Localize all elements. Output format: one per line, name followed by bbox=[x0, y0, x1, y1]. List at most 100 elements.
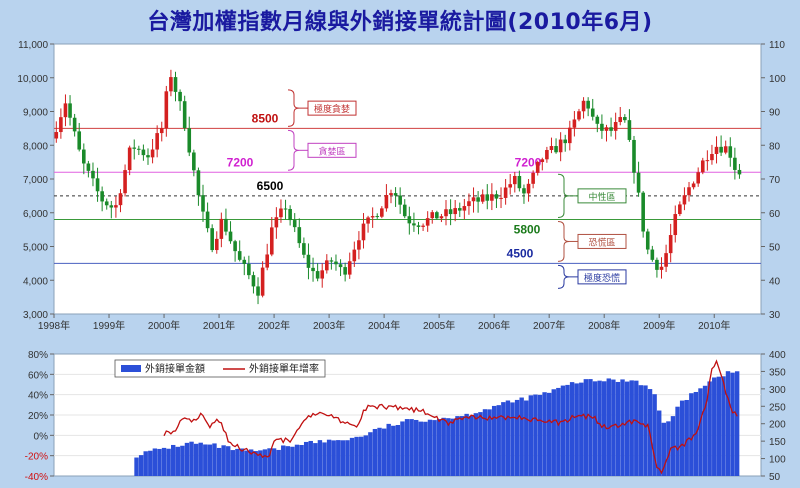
export-bar bbox=[464, 413, 469, 476]
left-axis-tick-label: -40% bbox=[25, 472, 48, 483]
legend-label: 外銷接單年增率 bbox=[249, 362, 319, 375]
export-bar bbox=[551, 389, 556, 476]
export-bar bbox=[597, 380, 602, 476]
x-axis-tick-label: 2003年 bbox=[313, 319, 345, 332]
export-bar bbox=[258, 450, 263, 476]
candle-up bbox=[668, 235, 673, 254]
candle-up bbox=[150, 149, 155, 158]
left-axis-tick-label: 9,000 bbox=[23, 108, 48, 119]
export-bar bbox=[624, 381, 630, 476]
candle-down bbox=[448, 209, 453, 215]
candle-up bbox=[572, 119, 577, 128]
candle-up bbox=[659, 266, 664, 270]
candle-down bbox=[737, 169, 742, 175]
export-bar bbox=[285, 446, 291, 476]
left-axis-tick-label: 20% bbox=[28, 411, 48, 422]
export-bar bbox=[478, 412, 483, 476]
export-bar bbox=[606, 378, 611, 476]
candle-up bbox=[361, 223, 366, 241]
right-axis-tick-label: 80 bbox=[769, 141, 781, 152]
candle-up bbox=[380, 208, 384, 217]
left-axis-tick-label: 40% bbox=[28, 391, 48, 402]
candle-down bbox=[242, 259, 247, 264]
export-bar bbox=[684, 399, 689, 476]
zone-label-box bbox=[577, 233, 627, 249]
export-bar bbox=[734, 371, 740, 476]
export-bar bbox=[152, 448, 158, 476]
candle-down bbox=[82, 149, 86, 164]
export-bar bbox=[441, 417, 446, 476]
candle-down bbox=[393, 193, 398, 196]
export-bar bbox=[661, 422, 666, 476]
export-bar bbox=[414, 419, 419, 476]
export-bar bbox=[134, 457, 139, 476]
export-bar bbox=[358, 436, 364, 476]
left-axis-tick-label: -20% bbox=[25, 452, 48, 463]
candle-down bbox=[201, 195, 205, 212]
candle-up bbox=[347, 261, 352, 275]
candle-down bbox=[224, 218, 228, 232]
zone-label-box bbox=[307, 142, 357, 158]
export-bar bbox=[675, 406, 680, 476]
candle-up bbox=[696, 172, 700, 184]
candle-up bbox=[269, 227, 274, 255]
export-bar bbox=[221, 445, 226, 476]
export-bar bbox=[189, 441, 194, 476]
right-axis-tick-label: 60 bbox=[769, 209, 781, 220]
candle-up bbox=[673, 214, 678, 236]
price-plot-area bbox=[53, 43, 762, 315]
export-bar bbox=[193, 443, 199, 476]
reference-line-label: 8500 bbox=[252, 111, 279, 125]
export-bar bbox=[721, 376, 726, 476]
export-bar bbox=[546, 392, 552, 476]
candle-down bbox=[109, 205, 114, 208]
candle-up bbox=[568, 127, 572, 144]
export-bar bbox=[698, 388, 703, 476]
export-bar bbox=[290, 446, 295, 476]
export-bar bbox=[574, 383, 579, 476]
x-axis-tick-label: 2010年 bbox=[698, 319, 730, 332]
candle-down bbox=[283, 208, 288, 210]
export-bar bbox=[505, 400, 511, 476]
legend-swatch-bars bbox=[121, 365, 141, 372]
export-bar bbox=[643, 385, 648, 476]
left-axis-tick-label: 7,000 bbox=[23, 175, 48, 186]
candle-up bbox=[54, 132, 59, 139]
export-bar bbox=[239, 448, 245, 476]
export-bar bbox=[712, 377, 717, 476]
zone-label-box bbox=[577, 269, 627, 285]
x-axis-tick-label: 1999年 bbox=[93, 319, 125, 332]
left-axis-tick-label: 80% bbox=[28, 350, 48, 361]
candle-down bbox=[237, 251, 242, 260]
candle-down bbox=[623, 117, 627, 121]
export-bar bbox=[143, 451, 148, 476]
right-axis-tick-label: 110 bbox=[769, 40, 785, 51]
export-bar bbox=[514, 399, 520, 476]
candle-down bbox=[609, 127, 613, 131]
candle-down bbox=[306, 254, 311, 268]
export-bar bbox=[345, 440, 350, 476]
export-bar bbox=[404, 419, 410, 476]
export-bar bbox=[634, 380, 639, 476]
x-axis-tick-label: 2004年 bbox=[368, 319, 400, 332]
export-bar bbox=[528, 395, 534, 476]
candle-up bbox=[439, 216, 444, 219]
export-bar bbox=[148, 450, 153, 476]
candle-up bbox=[480, 194, 485, 202]
export-bar bbox=[207, 444, 213, 476]
export-bar bbox=[446, 418, 451, 476]
right-axis-tick-label: 300 bbox=[769, 385, 786, 396]
candle-up bbox=[384, 195, 389, 209]
x-axis-tick-label: 2001年 bbox=[203, 319, 235, 332]
candle-down bbox=[402, 204, 407, 217]
export-bar bbox=[455, 416, 460, 476]
export-bar-series bbox=[134, 371, 740, 476]
candle-down bbox=[72, 117, 77, 132]
candle-down bbox=[104, 201, 109, 206]
candle-up bbox=[558, 139, 563, 153]
left-axis-tick-label: 4,000 bbox=[23, 276, 48, 287]
export-bar bbox=[620, 379, 625, 476]
candle-down bbox=[178, 91, 182, 102]
export-bar bbox=[326, 439, 332, 476]
